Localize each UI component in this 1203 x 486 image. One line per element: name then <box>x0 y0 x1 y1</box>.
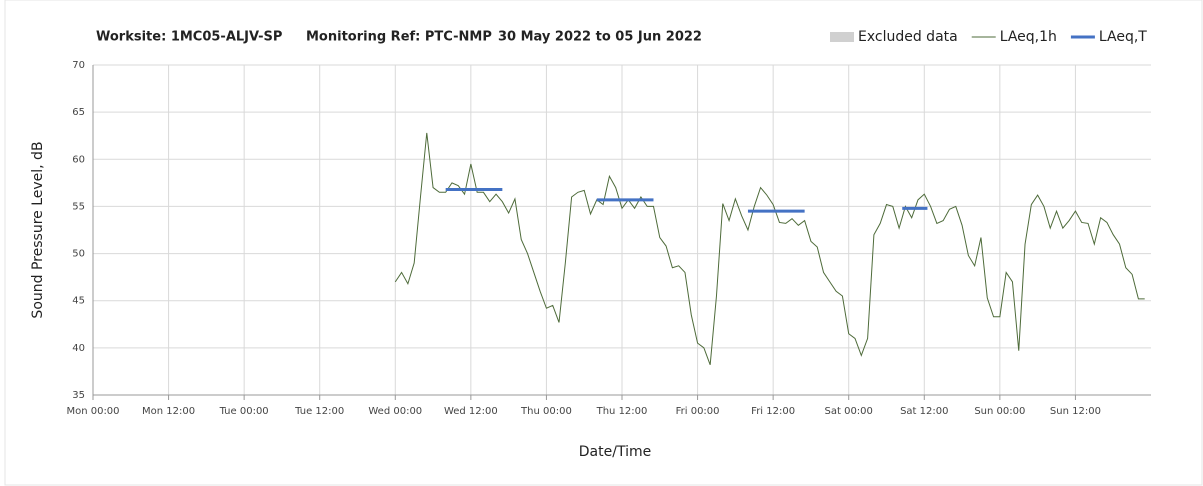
x-tick-label: Tue 12:00 <box>294 406 344 417</box>
x-tick-label: Fri 00:00 <box>676 406 720 417</box>
x-tick-label: Thu 00:00 <box>520 406 572 417</box>
x-tick-label: Wed 12:00 <box>444 406 498 417</box>
x-tick-label: Sun 12:00 <box>1050 406 1101 417</box>
y-tick-label: 40 <box>72 343 85 354</box>
legend-label: Excluded data <box>858 29 958 45</box>
x-tick-label: Mon 00:00 <box>66 406 119 417</box>
y-tick-label: 35 <box>72 390 85 401</box>
legend-label: LAeq,T <box>1099 29 1147 45</box>
y-tick-label: 70 <box>72 60 85 71</box>
x-tick-label: Sat 12:00 <box>900 406 948 417</box>
x-tick-label: Thu 12:00 <box>596 406 648 417</box>
y-tick-label: 60 <box>72 154 85 165</box>
legend-swatch <box>830 32 854 42</box>
x-axis-label: Date/Time <box>579 444 651 460</box>
x-tick-label: Mon 12:00 <box>142 406 195 417</box>
frame <box>4 0 1203 486</box>
y-axis-label: Sound Pressure Level, dB <box>30 141 46 318</box>
y-tick-label: 50 <box>72 249 85 260</box>
x-tick-label: Tue 00:00 <box>219 406 269 417</box>
x-tick-label: Fri 12:00 <box>751 406 795 417</box>
line-series <box>394 132 1145 366</box>
y-tick-label: 55 <box>72 201 85 212</box>
y-tick-label: 65 <box>72 107 85 118</box>
x-tick-label: Sun 00:00 <box>974 406 1025 417</box>
x-tick-label: Wed 00:00 <box>368 406 422 417</box>
title-ref: Monitoring Ref: PTC-NMP <box>306 30 492 45</box>
legend-label: LAeq,1h <box>1000 29 1057 45</box>
y-tick-label: 45 <box>72 296 85 307</box>
title-worksite: Worksite: 1MC05-ALJV-SP <box>96 30 282 45</box>
title-dates: 30 May 2022 to 05 Jun 2022 <box>498 30 702 45</box>
x-tick-label: Sat 00:00 <box>825 406 873 417</box>
